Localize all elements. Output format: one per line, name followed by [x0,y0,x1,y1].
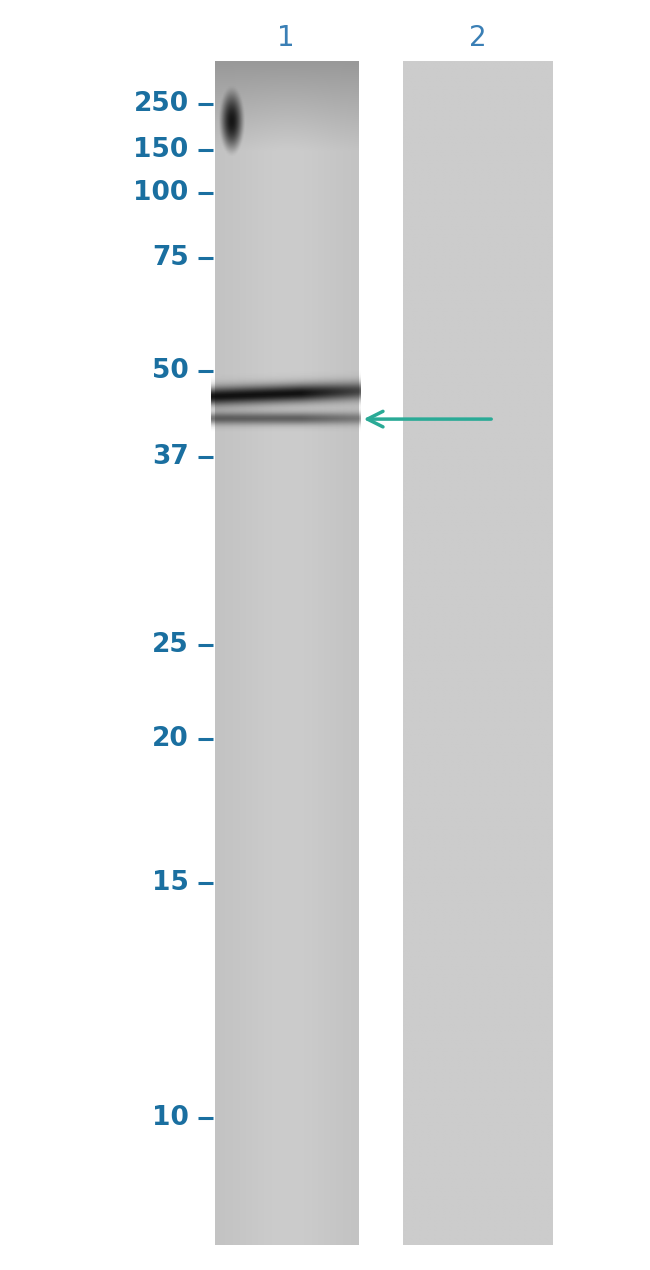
Text: 37: 37 [151,444,188,470]
Text: 2: 2 [469,24,487,52]
Text: 100: 100 [133,180,188,206]
Text: 1: 1 [277,24,295,52]
Text: 20: 20 [151,726,188,752]
Text: 50: 50 [151,358,188,384]
Text: 250: 250 [133,91,188,117]
Text: 10: 10 [151,1105,188,1130]
Text: 15: 15 [151,870,188,895]
Text: 150: 150 [133,137,188,163]
Text: 25: 25 [151,632,188,658]
Text: 75: 75 [151,245,188,271]
